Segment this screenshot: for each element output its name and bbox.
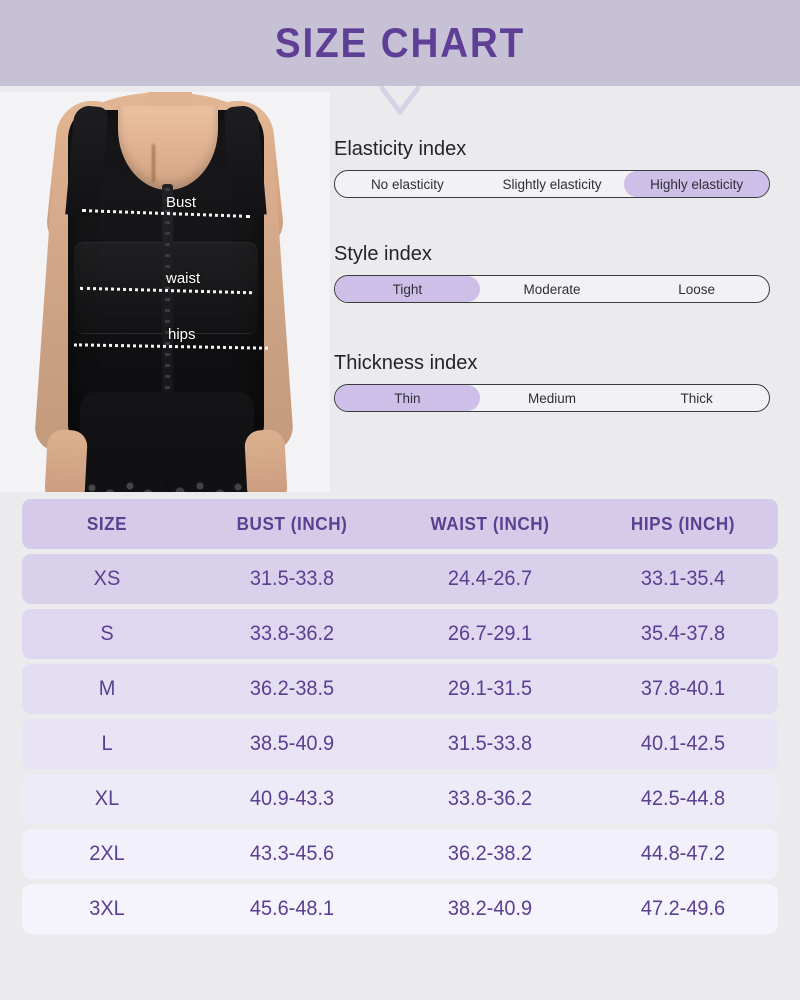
model-hand-right: [244, 429, 288, 492]
model-bust-shadow: [152, 144, 155, 182]
cell-waist: 31.5-33.8: [447, 732, 533, 755]
cell-hips: 47.2-49.6: [640, 897, 726, 920]
product-photo-stage: Bust waist hips: [0, 92, 330, 492]
cell-size: L: [101, 732, 113, 755]
cell-waist: 36.2-38.2: [447, 842, 533, 865]
thickness-option-medium[interactable]: Medium: [528, 390, 577, 406]
cell-bust: 45.6-48.1: [249, 897, 335, 920]
hips-measure-label: hips: [168, 326, 196, 343]
cell-size: XL: [94, 787, 120, 810]
bust-measure-label: Bust: [166, 194, 197, 211]
elasticity-option-slightly[interactable]: Slightly elasticity: [502, 176, 602, 192]
table-row: XS 31.5-33.8 24.4-26.7 33.1-35.4: [22, 554, 778, 604]
garment-lace-trim-left: [84, 478, 164, 492]
style-option-tight[interactable]: Tight: [335, 276, 480, 302]
thickness-index-bar[interactable]: Thin Medium Thick: [334, 384, 770, 412]
elasticity-index-panel: Elasticity index No elasticity Slightly …: [334, 138, 770, 198]
header-banner: SIZE CHART: [0, 0, 800, 86]
table-row: L 38.5-40.9 31.5-33.8 40.1-42.5: [22, 719, 778, 769]
thickness-option-thin[interactable]: Thin: [335, 385, 480, 411]
style-option-loose[interactable]: Loose: [678, 281, 716, 297]
cell-bust: 38.5-40.9: [249, 732, 335, 755]
cell-hips: 42.5-44.8: [640, 787, 726, 810]
garment-lace-trim-right: [170, 478, 250, 492]
style-index-title: Style index: [334, 243, 432, 265]
cell-waist: 26.7-29.1: [447, 622, 533, 645]
style-option-moderate[interactable]: Moderate: [523, 281, 581, 297]
cell-waist: 38.2-40.9: [447, 897, 533, 920]
cell-size: M: [98, 677, 116, 700]
cell-hips: 44.8-47.2: [640, 842, 726, 865]
cell-size: 3XL: [89, 897, 125, 920]
column-header-hips: HIPS (INCH): [630, 513, 736, 534]
table-row: 3XL 45.6-48.1 38.2-40.9 47.2-49.6: [22, 884, 778, 934]
style-index-bar[interactable]: Tight Moderate Loose: [334, 275, 770, 303]
waist-measure-label: waist: [166, 270, 201, 287]
thickness-option-thick[interactable]: Thick: [680, 390, 713, 406]
cell-waist: 24.4-26.7: [447, 567, 533, 590]
style-index-panel: Style index Tight Moderate Loose: [334, 243, 770, 303]
cell-waist: 29.1-31.5: [447, 677, 533, 700]
thickness-index-panel: Thickness index Thin Medium Thick: [334, 352, 770, 412]
table-header-row: SIZE BUST (INCH) WAIST (INCH) HIPS (INCH…: [22, 499, 778, 549]
cell-size: XS: [93, 567, 121, 590]
garment-shorts: [80, 392, 254, 492]
thickness-index-title: Thickness index: [334, 352, 478, 374]
page-title: SIZE CHART: [274, 19, 526, 66]
garment-hook-closure: [162, 184, 173, 432]
cell-hips: 35.4-37.8: [640, 622, 726, 645]
table-row: S 33.8-36.2 26.7-29.1 35.4-37.8: [22, 609, 778, 659]
cell-hips: 40.1-42.5: [640, 732, 726, 755]
elasticity-index-title: Elasticity index: [334, 138, 467, 160]
table-row: XL 40.9-43.3 33.8-36.2 42.5-44.8: [22, 774, 778, 824]
column-header-waist: WAIST (INCH): [430, 513, 550, 534]
size-table: SIZE BUST (INCH) WAIST (INCH) HIPS (INCH…: [22, 499, 778, 939]
elasticity-option-no[interactable]: No elasticity: [370, 176, 444, 192]
cell-waist: 33.8-36.2: [447, 787, 533, 810]
elasticity-option-highly[interactable]: Highly elasticity: [624, 171, 769, 197]
table-row: M 36.2-38.5 29.1-31.5 37.8-40.1: [22, 664, 778, 714]
cell-size: S: [100, 622, 114, 645]
cell-bust: 40.9-43.3: [249, 787, 335, 810]
table-row: 2XL 43.3-45.6 36.2-38.2 44.8-47.2: [22, 829, 778, 879]
cell-hips: 37.8-40.1: [640, 677, 726, 700]
cell-size: 2XL: [89, 842, 125, 865]
product-image: Bust waist hips: [0, 92, 330, 492]
column-header-size: SIZE: [86, 513, 128, 534]
cell-bust: 43.3-45.6: [249, 842, 335, 865]
cell-bust: 36.2-38.5: [249, 677, 335, 700]
cell-bust: 33.8-36.2: [249, 622, 335, 645]
cell-bust: 31.5-33.8: [249, 567, 335, 590]
model-hand-left: [44, 429, 88, 492]
elasticity-index-bar[interactable]: No elasticity Slightly elasticity Highly…: [334, 170, 770, 198]
column-header-bust: BUST (INCH): [236, 513, 348, 534]
cell-hips: 33.1-35.4: [640, 567, 726, 590]
